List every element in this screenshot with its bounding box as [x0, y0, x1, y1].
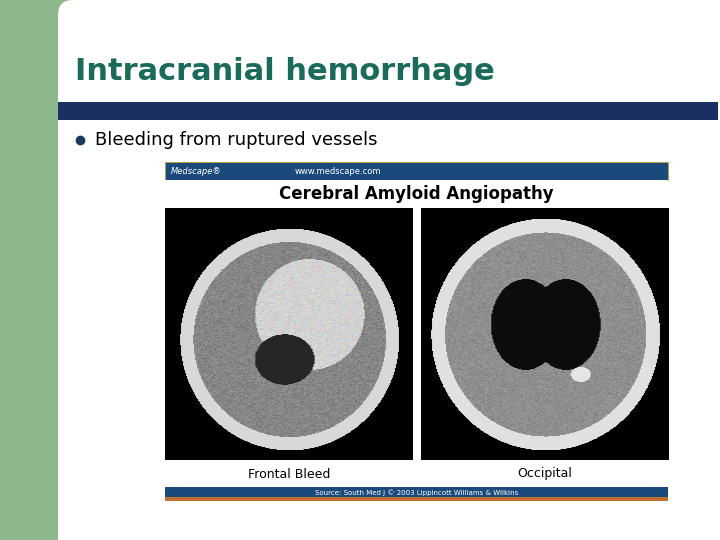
Text: Medscape®: Medscape® [171, 166, 222, 176]
Bar [165, 497, 668, 501]
Text: www.medscape.com: www.medscape.com [295, 166, 382, 176]
Bar [0, 0, 230, 95]
Text: Cerebral Amyloid Angiopathy: Cerebral Amyloid Angiopathy [279, 185, 554, 203]
Text: Bleeding from ruptured vessels: Bleeding from ruptured vessels [95, 131, 377, 149]
Bar [165, 180, 668, 208]
FancyBboxPatch shape [58, 0, 720, 540]
Text: Intracranial hemorrhage: Intracranial hemorrhage [75, 57, 495, 86]
Bar [165, 487, 668, 501]
Text: Frontal Bleed: Frontal Bleed [248, 468, 330, 481]
Text: Source: South Med J © 2003 Lippincott Williams & Wilkins: Source: South Med J © 2003 Lippincott Wi… [315, 490, 518, 496]
Bar [0, 0, 58, 540]
Text: Occipital: Occipital [517, 468, 572, 481]
Bar [58, 102, 718, 120]
Bar [165, 162, 668, 180]
